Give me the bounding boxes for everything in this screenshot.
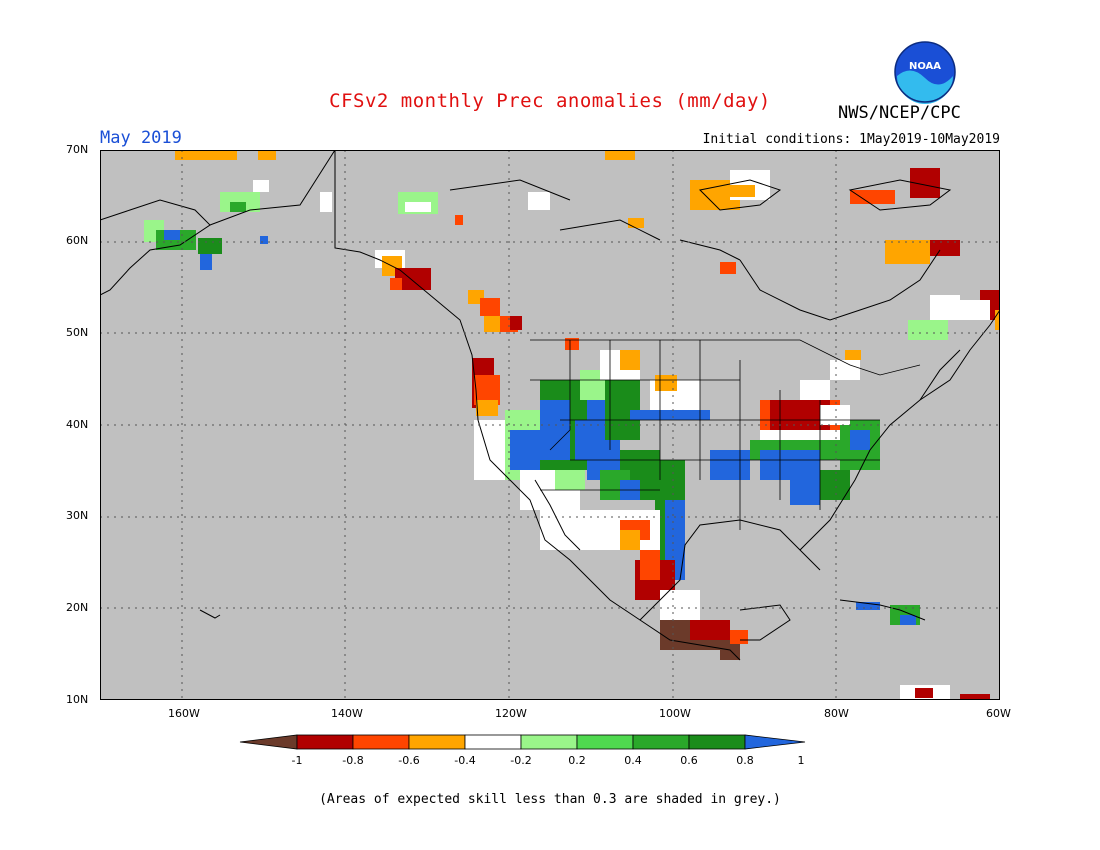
lon-label: 100W	[659, 707, 691, 720]
graticule	[100, 150, 1000, 700]
noaa-logo-text: NOAA	[909, 61, 941, 72]
legend-swatch	[296, 734, 354, 750]
lon-label: 60W	[986, 707, 1011, 720]
legend-tick-label: -0.4	[454, 754, 475, 767]
lat-label: 60N	[66, 234, 89, 247]
map-frame	[100, 150, 1000, 700]
legend-swatch	[632, 734, 690, 750]
legend-swatch	[744, 734, 806, 750]
map-title: CFSv2 monthly Prec anomalies (mm/day)	[329, 90, 771, 112]
legend-tick-label: -0.8	[342, 754, 363, 767]
legend-tick-label: -1	[292, 754, 303, 767]
legend-swatch	[239, 734, 298, 750]
lat-label: 40N	[66, 418, 89, 431]
legend-labels: -1 -0.8 -0.6 -0.4 -0.2 0.2 0.4 0.6 0.8 1	[292, 754, 805, 767]
legend-tick-label: -0.6	[398, 754, 419, 767]
anomaly-map	[100, 150, 1000, 700]
lon-label: 140W	[331, 707, 363, 720]
legend-swatch	[576, 734, 634, 750]
lat-label: 70N	[66, 143, 89, 156]
lat-label: 20N	[66, 601, 89, 614]
noaa-logo: NOAA	[894, 41, 956, 104]
valid-month: May 2019	[100, 128, 182, 148]
legend-tick-label: 0.2	[568, 754, 586, 767]
legend-tick-label: -0.2	[510, 754, 531, 767]
legend-swatches	[239, 734, 806, 750]
legend-swatch	[688, 734, 746, 750]
legend-swatch	[520, 734, 578, 750]
lat-label: 10N	[66, 693, 89, 706]
legend-tick-label: 0.8	[736, 754, 754, 767]
lat-label: 50N	[66, 326, 89, 339]
legend-tick-label: 0.4	[624, 754, 642, 767]
legend-tick-label: 0.6	[680, 754, 698, 767]
lon-label: 120W	[495, 707, 527, 720]
legend-swatch	[352, 734, 410, 750]
legend-tick-label: 1	[798, 754, 805, 767]
footnote: (Areas of expected skill less than 0.3 a…	[319, 792, 781, 807]
lon-label: 160W	[168, 707, 200, 720]
lon-label: 80W	[824, 707, 849, 720]
borders	[530, 339, 921, 530]
initial-conditions: Initial conditions: 1May2019-10May2019	[702, 132, 1000, 147]
legend-swatch	[408, 734, 466, 750]
legend-swatch	[464, 734, 522, 750]
coastlines	[100, 150, 1000, 661]
color-legend: -1 -0.8 -0.6 -0.4 -0.2 0.2 0.4 0.6 0.8 1	[239, 734, 806, 767]
agency-label: NWS/NCEP/CPC	[838, 103, 961, 123]
lat-label: 30N	[66, 509, 89, 522]
